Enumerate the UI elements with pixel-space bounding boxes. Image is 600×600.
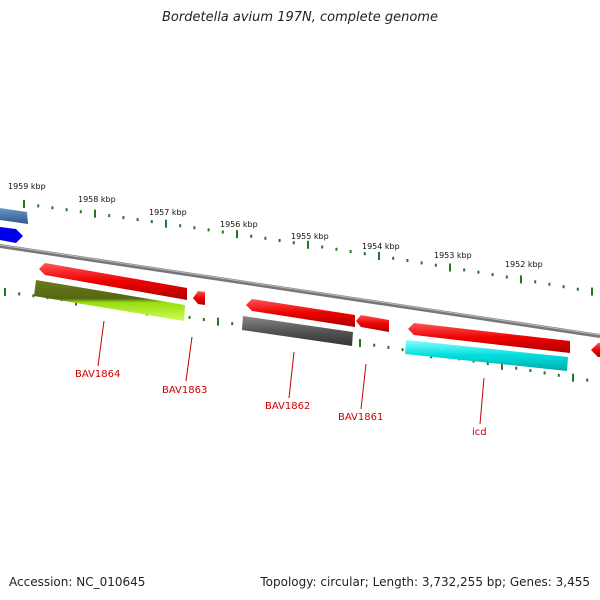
minor-tick [292, 241, 295, 245]
major-tick [572, 373, 574, 382]
minor-tick [207, 228, 210, 232]
gene-labels: BAV1864 BAV1863 BAV1862 BAV1861 icd [75, 369, 487, 438]
gene-arrow-icd-forward[interactable] [408, 323, 570, 353]
minor-tick [202, 318, 205, 321]
kbp-label: 1955 kbp [291, 232, 329, 241]
gene-arrow-1861[interactable] [356, 315, 389, 332]
minor-tick [250, 234, 253, 238]
kbp-label: 1953 kbp [434, 251, 472, 260]
minor-tick [586, 378, 589, 382]
kbp-label: 1957 kbp [149, 208, 187, 217]
minor-tick [18, 292, 21, 296]
gene-arrow-1863[interactable] [193, 291, 205, 305]
minor-tick [534, 280, 537, 284]
gene-bar-1864-reverse[interactable] [34, 280, 185, 321]
minor-tick [264, 236, 267, 240]
minor-tick [65, 208, 68, 212]
minor-tick [188, 315, 191, 319]
gene-arrow-1864-forward[interactable] [39, 263, 187, 300]
minor-tick [321, 245, 324, 249]
major-tick [23, 200, 25, 208]
minor-tick [557, 373, 560, 377]
major-tick [94, 209, 96, 218]
minor-tick [108, 214, 111, 218]
minor-tick [122, 216, 125, 220]
major-tick [520, 275, 522, 284]
gene-label-bav1864[interactable]: BAV1864 [75, 369, 120, 380]
minor-tick [434, 263, 437, 267]
minor-tick [401, 348, 404, 352]
minor-tick [562, 285, 565, 289]
minor-tick [491, 273, 494, 277]
minor-tick [32, 294, 35, 298]
minor-tick [543, 371, 546, 375]
minor-tick [420, 261, 423, 265]
partial-gene-steel[interactable] [0, 208, 28, 224]
major-tick [501, 361, 503, 370]
major-tick [449, 263, 451, 272]
major-tick [236, 230, 238, 239]
genome-summary: Topology: circular; Length: 3,732,255 bp… [260, 575, 590, 589]
minor-tick [406, 259, 409, 262]
gene-label-bav1861[interactable]: BAV1861 [338, 412, 383, 423]
minor-tick [79, 210, 82, 214]
major-tick [165, 219, 167, 228]
gene-bar-1862-reverse[interactable] [242, 316, 353, 346]
kbp-label: 1954 kbp [362, 242, 400, 251]
gene-label-icd[interactable]: icd [472, 427, 487, 438]
kbp-label: 1959 kbp [8, 182, 46, 191]
minor-tick [363, 252, 366, 256]
minor-tick [529, 369, 532, 372]
partial-gene-blue[interactable] [0, 227, 23, 243]
major-tick [359, 339, 361, 347]
major-tick [217, 317, 219, 326]
kbp-label: 1956 kbp [220, 220, 258, 229]
major-tick [4, 288, 6, 296]
minor-tick [193, 226, 196, 230]
minor-tick [463, 268, 466, 272]
minor-tick [392, 256, 395, 260]
kbp-labels: 1959 kbp 1958 kbp 1957 kbp 1956 kbp 1955… [8, 182, 543, 269]
minor-tick [179, 224, 182, 228]
kbp-label: 1958 kbp [78, 195, 116, 204]
minor-tick [505, 275, 508, 279]
minor-tick [349, 250, 352, 253]
major-tick [307, 240, 309, 249]
major-tick [591, 287, 593, 296]
gene-arrow-1862-forward[interactable] [246, 299, 355, 327]
minor-tick [335, 247, 338, 251]
gene-bar-icd-reverse[interactable] [405, 340, 568, 371]
minor-tick [51, 206, 54, 210]
minor-tick [387, 345, 390, 349]
gene-arrow-right-edge[interactable] [591, 343, 600, 357]
kbp-label: 1952 kbp [505, 260, 543, 269]
minor-tick [136, 218, 139, 222]
minor-tick [515, 366, 518, 370]
gene-label-bav1862[interactable]: BAV1862 [265, 401, 310, 412]
minor-tick [37, 204, 40, 208]
major-tick [378, 252, 380, 260]
minor-tick [150, 220, 153, 224]
genome-title: Bordetella avium 197N, complete genome [162, 10, 438, 25]
minor-tick [486, 362, 489, 365]
minor-tick [278, 239, 281, 242]
minor-tick [221, 230, 224, 234]
minor-tick [231, 322, 234, 326]
minor-tick [373, 343, 376, 347]
upper-tick-track [23, 200, 593, 296]
minor-tick [576, 287, 579, 291]
minor-tick [548, 282, 551, 286]
gene-leader-lines [97, 320, 485, 425]
minor-tick [477, 270, 480, 274]
gene-label-bav1863[interactable]: BAV1863 [162, 385, 207, 396]
accession-label: Accession: NC_010645 [9, 575, 146, 589]
